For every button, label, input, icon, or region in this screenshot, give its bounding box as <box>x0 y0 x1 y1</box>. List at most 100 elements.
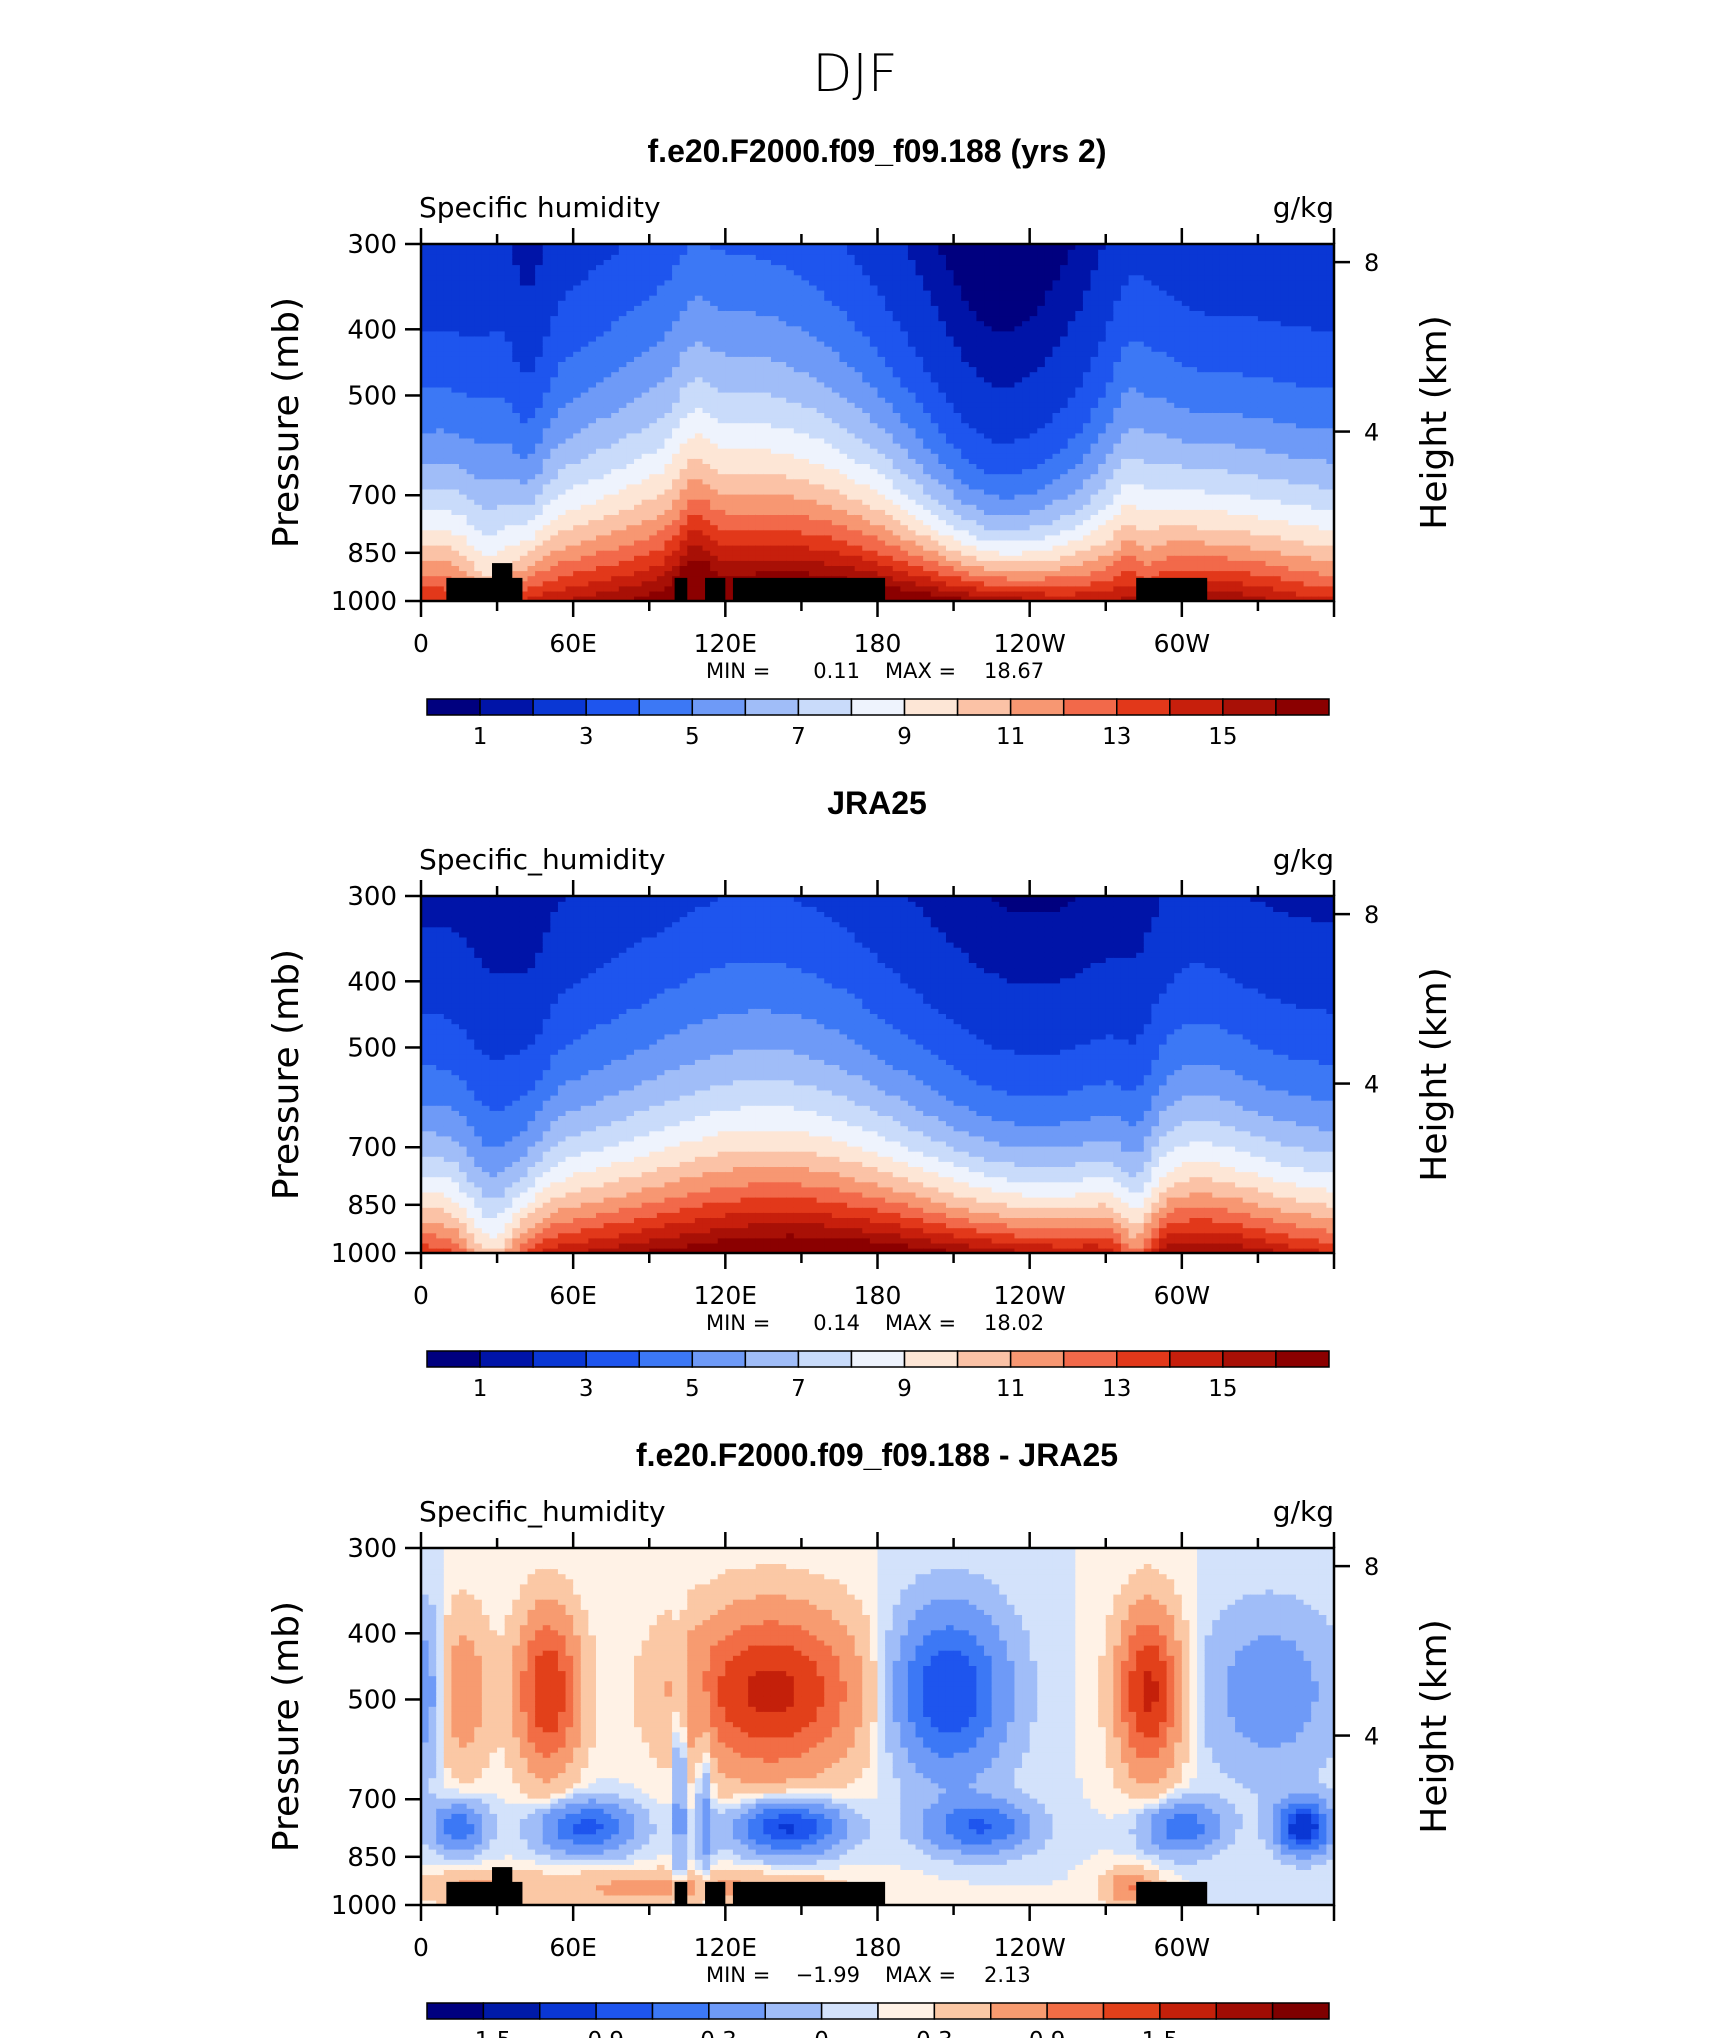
contour-cell <box>489 555 498 561</box>
contour-cell <box>755 534 765 541</box>
contour-cell <box>816 397 825 403</box>
contour-cell <box>519 555 529 561</box>
contour-cell <box>656 371 666 378</box>
contour-cell <box>466 315 475 322</box>
contour-cell <box>634 463 643 470</box>
contour-cell <box>512 310 521 317</box>
contour-cell <box>459 284 468 291</box>
contour-cell <box>763 340 772 347</box>
contour-cell <box>816 244 825 250</box>
contour-cell <box>824 381 833 388</box>
contour-cell <box>801 386 810 393</box>
contour-cell <box>786 376 795 383</box>
contour-cell <box>611 412 620 419</box>
contour-cell <box>641 305 650 311</box>
contour-cell <box>778 289 787 296</box>
contour-cell <box>580 524 590 531</box>
contour-cell <box>603 264 612 271</box>
contour-cell <box>847 550 856 556</box>
contour-cell <box>436 478 445 485</box>
contour-cell <box>504 254 513 260</box>
contour-cell <box>961 560 970 566</box>
contour-cell <box>907 514 917 521</box>
contour-cell <box>786 493 795 500</box>
contour-cell <box>702 544 711 551</box>
contour-cell <box>421 274 430 281</box>
contour-cell <box>702 305 711 311</box>
contour-cell <box>907 580 917 587</box>
contour-cell <box>573 544 582 551</box>
contour-cell <box>945 493 955 500</box>
contour-cell <box>588 295 597 301</box>
contour-cell <box>588 585 597 592</box>
contour-cell <box>649 422 658 429</box>
contour-cell <box>649 300 658 306</box>
contour-cell <box>672 274 681 281</box>
contour-cell <box>877 402 886 408</box>
contour-cell <box>512 295 521 301</box>
contour-cell <box>885 305 894 311</box>
contour-cell <box>816 386 825 393</box>
contour-cell <box>588 432 597 439</box>
contour-cell <box>557 320 567 327</box>
contour-cell <box>679 346 688 352</box>
contour-cell <box>557 249 567 255</box>
contour-cell <box>816 519 825 526</box>
contour-cell <box>763 473 772 480</box>
contour-cell <box>641 300 650 306</box>
contour-cell <box>557 458 567 464</box>
contour-cell <box>664 407 673 413</box>
contour-cell <box>443 544 453 551</box>
contour-cell <box>862 249 871 255</box>
contour-cell <box>649 453 658 459</box>
contour-cell <box>915 473 924 480</box>
contour-cell <box>664 590 673 597</box>
contour-cell <box>770 397 780 403</box>
contour-cell <box>885 310 894 317</box>
contour-cell <box>907 254 917 260</box>
contour-cell <box>953 565 962 572</box>
contour-cell <box>573 300 582 306</box>
contour-cell <box>900 529 909 536</box>
contour-cell <box>793 249 803 255</box>
contour-cell <box>748 565 757 572</box>
contour-cell <box>641 422 650 429</box>
contour-cell <box>580 305 590 311</box>
contour-cell <box>923 289 932 296</box>
contour-cell <box>527 585 536 592</box>
contour-cell <box>862 519 871 526</box>
contour-cell <box>740 407 749 413</box>
contour-cell <box>565 590 574 597</box>
contour-cell <box>550 320 559 327</box>
contour-cell <box>710 453 719 459</box>
contour-cell <box>565 412 574 419</box>
contour-cell <box>717 254 727 260</box>
contour-cell <box>938 289 947 296</box>
contour-cell <box>694 289 704 296</box>
contour-cell <box>938 356 947 362</box>
contour-cell <box>535 351 544 357</box>
contour-cell <box>907 402 917 408</box>
contour-cell <box>512 509 521 515</box>
contour-cell <box>839 305 848 311</box>
contour-cell <box>778 422 787 429</box>
contour-cell <box>611 325 620 332</box>
contour-cell <box>535 310 544 317</box>
contour-cell <box>497 315 506 322</box>
contour-cell <box>923 519 932 526</box>
contour-cell <box>938 555 947 561</box>
contour-cell <box>801 366 810 373</box>
contour-cell <box>611 509 620 515</box>
contour-cell <box>436 295 445 301</box>
contour-cell <box>459 391 468 398</box>
contour-cell <box>428 499 437 505</box>
contour-cell <box>763 397 772 403</box>
contour-cell <box>664 493 673 500</box>
contour-cell <box>847 483 856 490</box>
panel-title: f.e20.F2000.f09_f09.188 (yrs 2) <box>648 133 1107 169</box>
contour-cell <box>611 295 620 301</box>
contour-cell <box>527 448 536 454</box>
contour-cell <box>421 402 430 408</box>
contour-cell <box>854 519 863 526</box>
contour-cell <box>618 279 628 286</box>
